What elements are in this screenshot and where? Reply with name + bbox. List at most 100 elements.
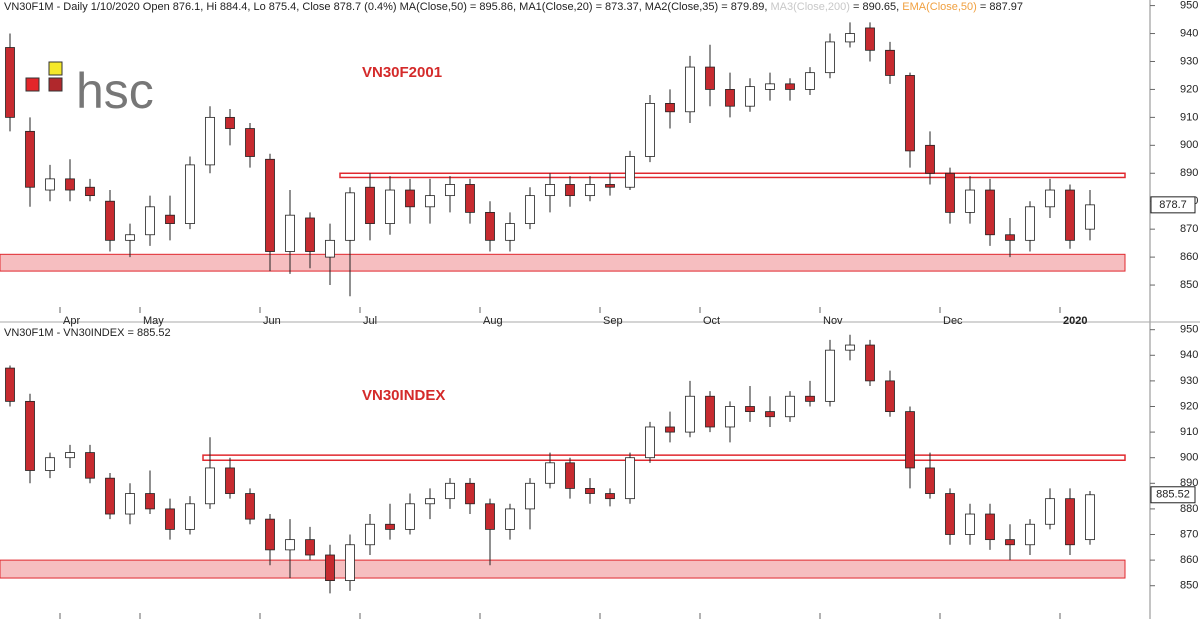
candle-body <box>225 116 235 129</box>
y-tick-label: 950 <box>1180 0 1198 11</box>
y-tick-label: 910 <box>1180 111 1198 123</box>
candle-body <box>585 184 595 197</box>
candle-body <box>285 214 295 252</box>
candle-body <box>465 482 475 505</box>
candle-body <box>1065 189 1075 241</box>
candle-body <box>665 426 675 433</box>
candle-body <box>185 503 195 530</box>
candle-body <box>5 367 15 402</box>
candle-body <box>425 195 435 208</box>
candle-body <box>545 184 555 197</box>
candle-body <box>505 223 515 241</box>
candle-body <box>345 192 355 241</box>
candle-body <box>485 211 495 241</box>
candle-body <box>305 217 315 252</box>
candle-body <box>425 498 435 505</box>
candle-body <box>665 103 675 113</box>
panel-header: VN30F1M - Daily 1/10/2020 Open 876.1, Hi… <box>4 1 1023 13</box>
candle-body <box>265 518 275 551</box>
candle-body <box>45 457 55 471</box>
candle-body <box>985 513 995 541</box>
y-tick-label: 940 <box>1180 27 1198 39</box>
candle-body <box>705 395 715 428</box>
candle-body <box>605 493 615 500</box>
candle-body <box>1085 204 1095 230</box>
last-price-box <box>1150 196 1196 214</box>
price-zone <box>339 172 1126 179</box>
candle-body <box>685 66 695 113</box>
candle-body <box>825 349 835 402</box>
candle-body <box>245 128 255 157</box>
candle-body <box>465 184 475 213</box>
candle-body <box>565 184 575 197</box>
logo-square <box>48 77 63 92</box>
candle-body <box>985 189 995 236</box>
candle-body <box>405 503 415 530</box>
candle-body <box>305 539 315 556</box>
x-tick-label: May <box>143 315 164 327</box>
x-tick-label: Oct <box>703 315 720 327</box>
candle-body <box>25 130 35 188</box>
candle-body <box>1005 234 1015 241</box>
last-price-label: 878.7 <box>1159 199 1187 211</box>
candle-body <box>405 189 415 208</box>
logo-text: hsc <box>76 63 154 119</box>
y-tick-label: 870 <box>1180 528 1198 540</box>
logo-square <box>25 77 40 92</box>
y-tick-label: 920 <box>1180 400 1198 412</box>
candle-body <box>785 395 795 418</box>
candle-body <box>925 467 935 494</box>
candle-body <box>1045 498 1055 525</box>
price-zone <box>0 559 1126 579</box>
candle-body <box>285 539 295 551</box>
candle-body <box>945 493 955 535</box>
header-part: EMA(Close,50) <box>902 1 977 13</box>
candle-body <box>965 189 975 213</box>
candle-body <box>445 482 455 500</box>
candle-body <box>905 75 915 152</box>
candle-body <box>865 344 875 382</box>
x-tick-label: Jun <box>263 315 281 327</box>
y-tick-label: 920 <box>1180 83 1198 95</box>
candle-body <box>65 178 75 191</box>
price-zone <box>202 454 1126 462</box>
candle-body <box>965 513 975 535</box>
candle-body <box>345 544 355 581</box>
candle-body <box>205 116 215 166</box>
y-tick-label: 930 <box>1180 375 1198 387</box>
candle-body <box>265 158 275 252</box>
candle-body <box>525 195 535 224</box>
candle-body <box>1005 539 1015 546</box>
candle-body <box>165 214 175 224</box>
annotation: VN30F2001 <box>362 64 442 81</box>
candle-body <box>1025 523 1035 546</box>
candle-body <box>225 467 235 494</box>
y-tick-label: 890 <box>1180 167 1198 179</box>
header-part: VN30F1M - Daily 1/10/2020 Open 876.1, Hi… <box>4 1 770 13</box>
candle-body <box>25 400 35 471</box>
candle-body <box>805 72 815 90</box>
candle-body <box>825 41 835 74</box>
candle-body <box>625 156 635 188</box>
candle-body <box>165 508 175 530</box>
candle-body <box>625 457 635 500</box>
x-tick-label: Apr <box>63 315 80 327</box>
candle-body <box>765 411 775 418</box>
candle-body <box>65 452 75 459</box>
logo-square <box>48 61 63 76</box>
candle-body <box>565 462 575 489</box>
candle-body <box>765 83 775 90</box>
candle-body <box>585 488 595 494</box>
candle-body <box>365 523 375 546</box>
y-tick-label: 910 <box>1180 426 1198 438</box>
candle-body <box>545 462 555 484</box>
candle-body <box>145 493 155 510</box>
candle-body <box>5 47 15 118</box>
candle-body <box>445 184 455 197</box>
candle-body <box>785 83 795 90</box>
candle-body <box>145 206 155 236</box>
y-tick-label: 850 <box>1180 279 1198 291</box>
candle-body <box>925 144 935 174</box>
candle-body <box>865 27 875 51</box>
